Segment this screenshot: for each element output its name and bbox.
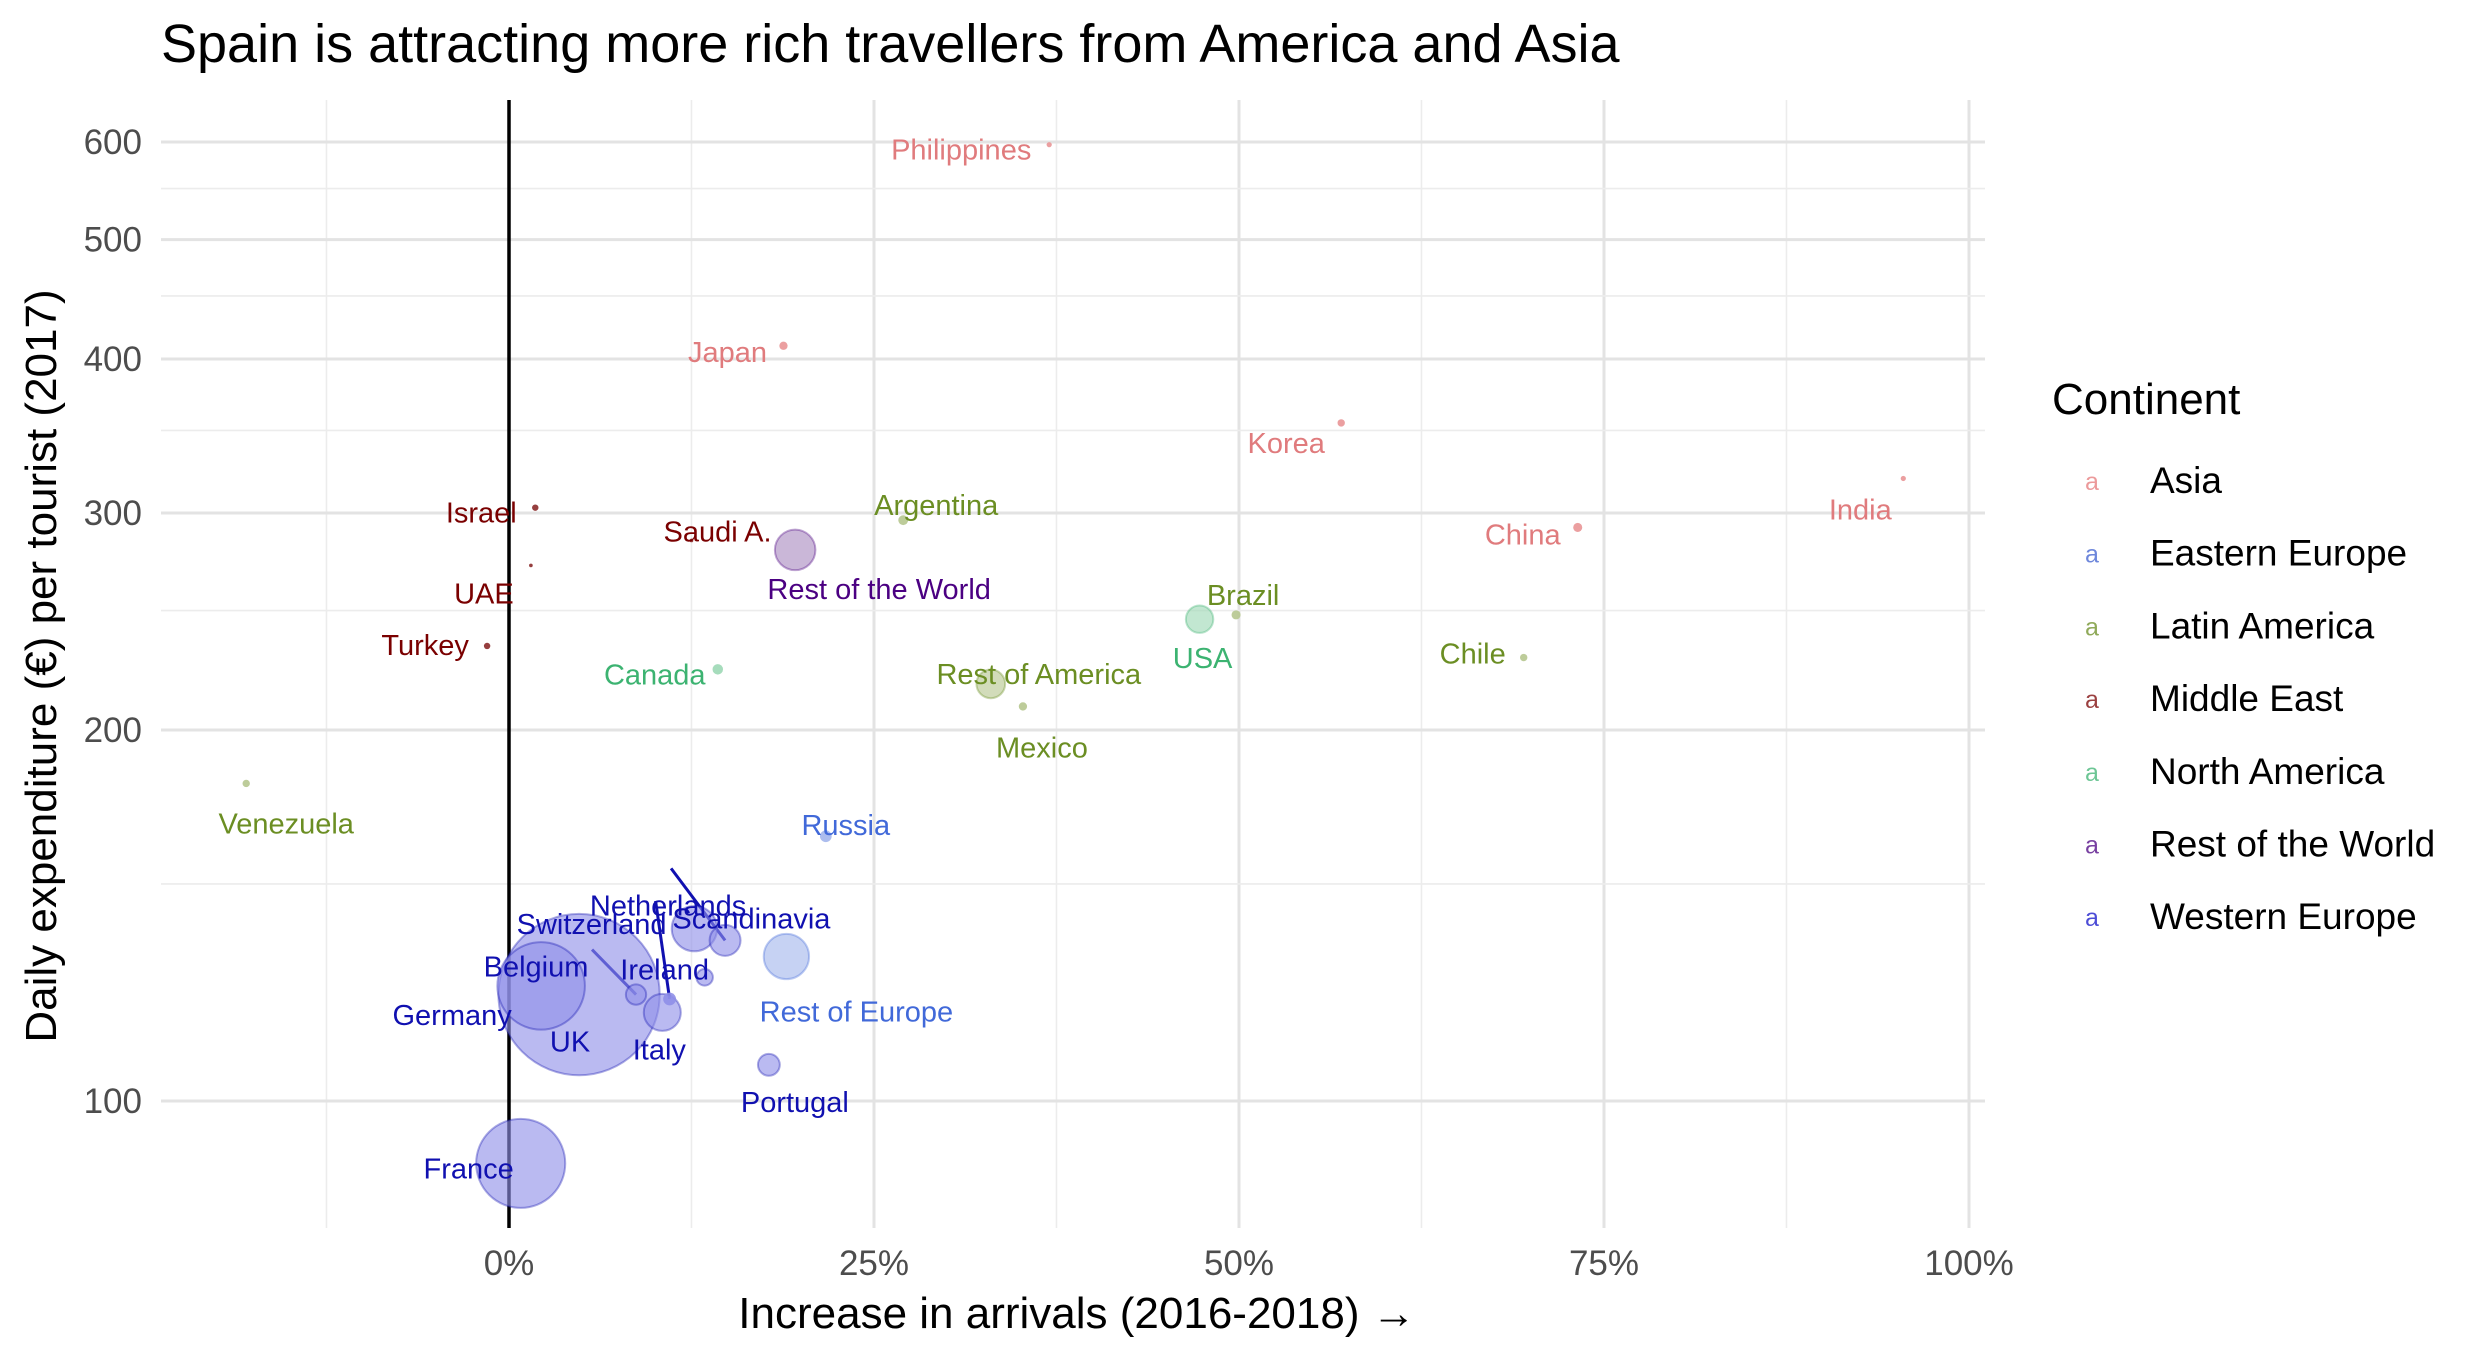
x-tick-label: 100% xyxy=(1924,1244,2014,1283)
legend-key-asia: a xyxy=(2085,468,2099,496)
point-israel xyxy=(532,504,539,511)
point-venezuela xyxy=(242,779,250,788)
chart-title: Spain is attracting more rich travellers… xyxy=(161,14,1621,74)
point-usa xyxy=(1184,604,1215,634)
legend-label-north-america: North America xyxy=(2150,751,2385,792)
legend-key-eastern-europe: a xyxy=(2085,541,2099,569)
legend: Continent a Asia a Eastern Europe a Latin Ame… xyxy=(2052,375,2435,937)
label-turkey: Turkey xyxy=(381,630,469,662)
x-tick-label: 75% xyxy=(1569,1244,1639,1283)
label-brazil: Brazil xyxy=(1207,580,1280,612)
point-brazil xyxy=(1231,610,1241,620)
label-scandinavia: Scandinavia xyxy=(672,904,831,936)
y-tick-label: 100 xyxy=(84,1082,142,1121)
label-belgium: Belgium xyxy=(484,952,589,984)
legend-label-western-europe: Western Europe xyxy=(2150,896,2417,937)
x-tick-label: 50% xyxy=(1204,1244,1274,1283)
label-netherlands: Netherlands xyxy=(590,890,746,922)
label-india: India xyxy=(1829,494,1893,526)
label-ireland: Ireland xyxy=(620,954,709,986)
label-saudi-a: Saudi A. xyxy=(663,516,771,548)
point-russia xyxy=(819,830,832,843)
label-uk: UK xyxy=(550,1027,591,1059)
x-tick-label: 25% xyxy=(839,1244,909,1283)
point-portugal xyxy=(756,1052,781,1077)
point-turkey xyxy=(483,642,491,650)
point-rest-of-america xyxy=(975,668,1007,700)
y-tick-label: 600 xyxy=(84,123,142,162)
label-france: France xyxy=(424,1153,514,1185)
point-chile xyxy=(1520,653,1528,662)
data-points xyxy=(242,142,1906,1209)
point-mexico xyxy=(1018,702,1028,711)
y-tick-label: 400 xyxy=(84,340,142,379)
point-uae xyxy=(529,563,533,568)
label-switzerland: Switzerland xyxy=(517,909,667,941)
point-china xyxy=(1573,522,1583,532)
legend-label-latin-america: Latin America xyxy=(2150,605,2375,646)
point-japan xyxy=(779,341,788,350)
label-rest-of-the-world: Rest of the World xyxy=(767,574,991,606)
y-tick-label: 300 xyxy=(84,494,142,533)
x-axis-title: Increase in arrivals (2016-2018) → xyxy=(738,1289,1415,1338)
label-mexico: Mexico xyxy=(996,732,1088,764)
label-usa: USA xyxy=(1173,643,1233,675)
point-labels: Philippines Japan Korea India China Israel Sau… xyxy=(218,135,1892,1186)
y-axis-tick-labels: 100 200 300 400 500 600 xyxy=(84,123,142,1121)
label-chile: Chile xyxy=(1440,639,1506,671)
label-canada: Canada xyxy=(604,659,706,691)
legend-items: a Asia a Eastern Europe a Latin America a Middl… xyxy=(2085,460,2435,937)
point-germany xyxy=(496,941,586,1031)
legend-key-western-europe: a xyxy=(2085,904,2099,932)
legend-label-rest-of-the-world: Rest of the World xyxy=(2150,824,2435,865)
label-rest-of-europe: Rest of Europe xyxy=(760,996,953,1028)
label-israel: Israel xyxy=(446,498,517,530)
x-axis-tick-labels: 0% 25% 50% 75% 100% xyxy=(484,1244,2014,1283)
y-tick-label: 200 xyxy=(84,711,142,750)
label-argentina: Argentina xyxy=(874,490,999,522)
label-germany: Germany xyxy=(392,1000,512,1032)
point-france xyxy=(475,1117,567,1209)
point-rest-of-the-world xyxy=(773,528,817,572)
legend-key-north-america: a xyxy=(2085,759,2099,787)
point-canada xyxy=(712,664,724,675)
legend-key-middle-east: a xyxy=(2085,686,2099,714)
label-rest-of-america: Rest of America xyxy=(936,659,1142,691)
label-japan: Japan xyxy=(688,337,767,369)
point-netherlands xyxy=(708,923,742,957)
legend-key-rest-of-the-world: a xyxy=(2085,832,2099,860)
point-korea xyxy=(1337,419,1345,427)
y-axis-title: Daily expenditure (€) per tourist (2017) xyxy=(17,289,66,1042)
legend-key-latin-america: a xyxy=(2085,613,2099,641)
legend-title: Continent xyxy=(2052,375,2240,424)
legend-label-middle-east: Middle East xyxy=(2150,678,2344,719)
label-portugal: Portugal xyxy=(741,1087,849,1119)
label-china: China xyxy=(1485,519,1562,551)
point-rest-of-europe xyxy=(762,932,811,981)
leader-switzerland xyxy=(654,900,672,1000)
label-russia: Russia xyxy=(801,810,891,842)
label-uae: UAE xyxy=(454,578,514,610)
y-tick-label: 500 xyxy=(84,221,142,260)
point-belgium xyxy=(624,983,648,1006)
label-philippines: Philippines xyxy=(891,135,1031,167)
point-india xyxy=(1900,475,1906,482)
point-philippines xyxy=(1046,142,1052,148)
label-korea: Korea xyxy=(1248,428,1326,460)
legend-label-asia: Asia xyxy=(2150,460,2222,501)
point-switzerland xyxy=(663,992,677,1006)
legend-label-eastern-europe: Eastern Europe xyxy=(2150,533,2407,574)
x-tick-label: 0% xyxy=(484,1244,535,1283)
label-italy: Italy xyxy=(633,1034,687,1066)
label-venezuela: Venezuela xyxy=(218,808,354,840)
point-ireland xyxy=(695,968,714,987)
point-argentina xyxy=(898,515,909,526)
point-saudi-a xyxy=(689,538,694,543)
